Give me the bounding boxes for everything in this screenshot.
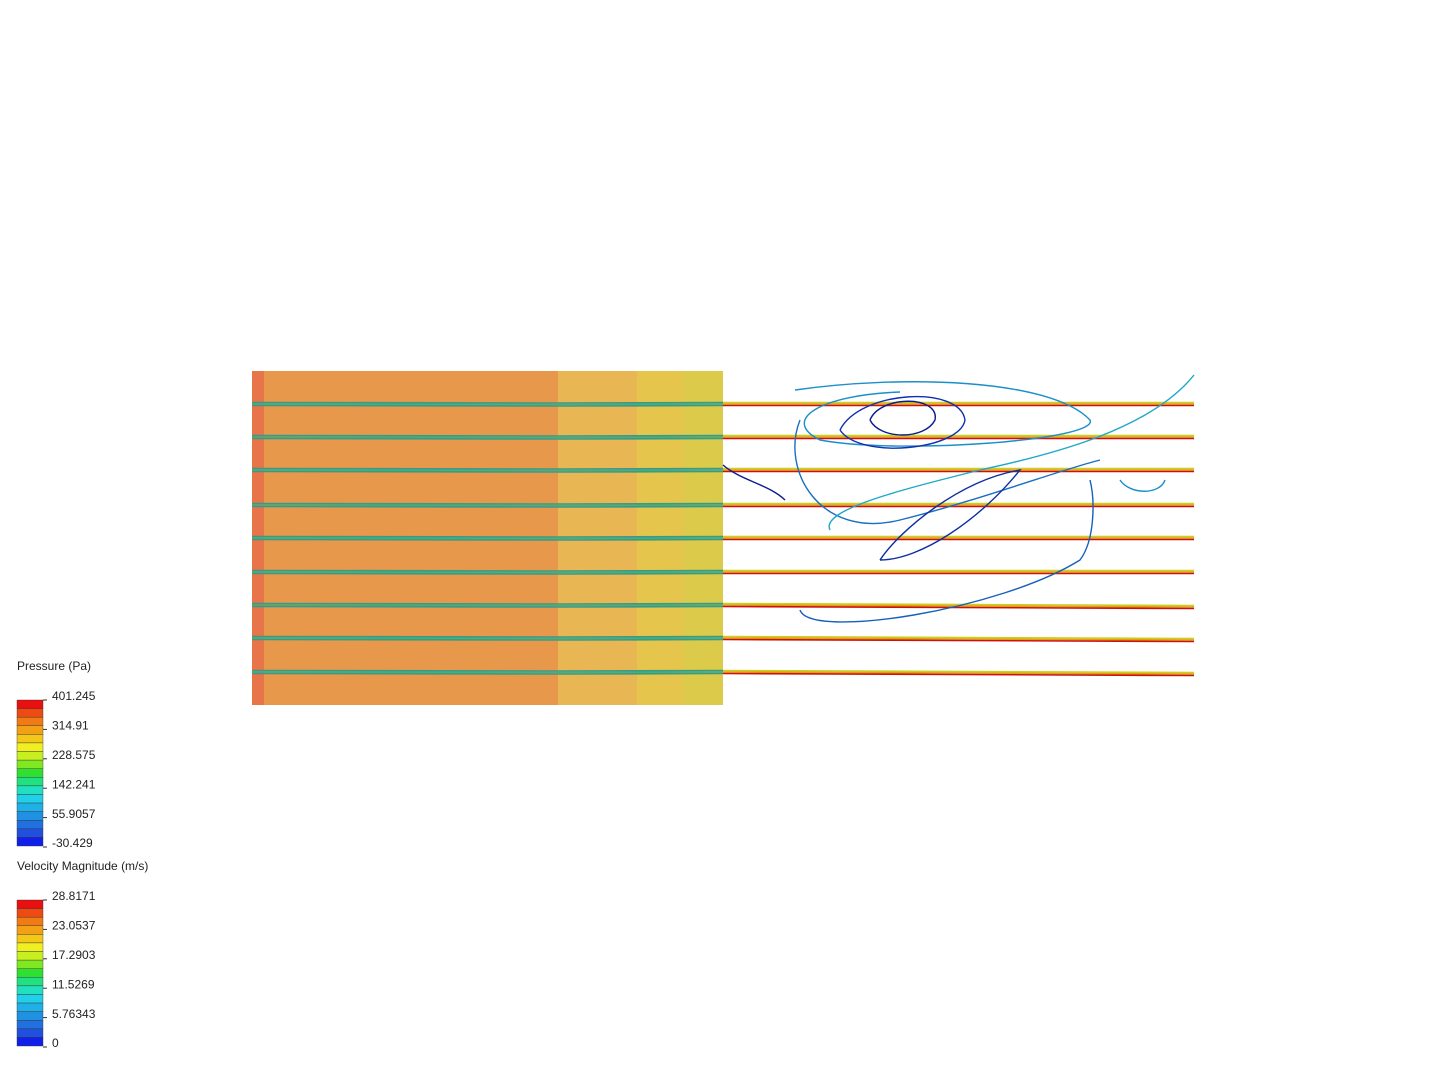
legend-tick-label: 5.76343 bbox=[52, 1007, 96, 1021]
color-band bbox=[16, 977, 44, 987]
color-band bbox=[16, 985, 44, 995]
legend-tick-label: 401.245 bbox=[52, 689, 96, 703]
streamline bbox=[251, 538, 724, 541]
legend-tick-label: 142.241 bbox=[52, 777, 96, 791]
color-band bbox=[16, 751, 44, 761]
color-band bbox=[16, 951, 44, 961]
streamline bbox=[722, 672, 1195, 677]
vortex-lines bbox=[722, 374, 1195, 623]
legend-tick-label: 23.0537 bbox=[52, 919, 96, 933]
streamline bbox=[251, 637, 724, 640]
color-band bbox=[16, 934, 44, 944]
color-band bbox=[16, 768, 44, 778]
color-band bbox=[16, 908, 44, 918]
color-band bbox=[16, 828, 44, 838]
color-band bbox=[16, 794, 44, 804]
color-band bbox=[16, 1011, 44, 1021]
legend-tick-label: 314.91 bbox=[52, 719, 89, 733]
streamline bbox=[251, 467, 724, 470]
color-band bbox=[16, 942, 44, 952]
color-band bbox=[16, 968, 44, 978]
legend-tick-label: 0 bbox=[52, 1036, 59, 1050]
vortex-line bbox=[1119, 479, 1166, 492]
streamline bbox=[251, 572, 724, 575]
streamline bbox=[722, 605, 1195, 610]
color-band bbox=[16, 899, 44, 909]
color-band bbox=[16, 1002, 44, 1012]
streamline bbox=[251, 537, 724, 540]
vortex-line bbox=[828, 374, 1195, 531]
vortex-line bbox=[794, 381, 1091, 447]
color-band bbox=[16, 759, 44, 769]
streamline bbox=[251, 535, 724, 538]
streamline bbox=[251, 502, 724, 505]
streamline bbox=[722, 638, 1195, 643]
streamline bbox=[251, 669, 724, 672]
color-band bbox=[16, 1028, 44, 1038]
streamline bbox=[251, 437, 724, 440]
streamline bbox=[251, 504, 724, 507]
vortex-line bbox=[869, 400, 936, 436]
vortex-line bbox=[839, 395, 966, 449]
streamline bbox=[251, 604, 724, 607]
color-band bbox=[16, 708, 44, 718]
color-band bbox=[16, 742, 44, 752]
streamline bbox=[251, 602, 724, 605]
streamline bbox=[251, 605, 724, 608]
legend-tick-label: 55.9057 bbox=[52, 807, 96, 821]
color-band bbox=[16, 916, 44, 926]
legend-tick-label: 11.5269 bbox=[52, 977, 95, 991]
streamline bbox=[251, 638, 724, 641]
streamline bbox=[251, 635, 724, 638]
legend-title: Velocity Magnitude (m/s) bbox=[17, 859, 148, 873]
color-band bbox=[16, 811, 44, 821]
color-band bbox=[16, 802, 44, 812]
color-band bbox=[16, 716, 44, 726]
streamline bbox=[251, 470, 724, 473]
legends: Pressure (Pa) 401.245 314.91 228.575 142.241… bbox=[16, 659, 148, 1050]
legend-tick-label: 17.2903 bbox=[52, 948, 96, 962]
streamlines bbox=[251, 401, 1195, 677]
color-band bbox=[16, 994, 44, 1004]
color-band bbox=[16, 837, 44, 847]
streamline bbox=[251, 401, 724, 404]
color-band bbox=[16, 785, 44, 795]
streamline bbox=[251, 672, 724, 675]
legend-title: Pressure (Pa) bbox=[17, 659, 91, 673]
streamline bbox=[722, 669, 1195, 674]
color-band bbox=[16, 1037, 44, 1047]
vortex-line bbox=[799, 479, 1094, 623]
streamline bbox=[251, 434, 724, 437]
legend-tick-label: -30.429 bbox=[52, 836, 93, 850]
streamline bbox=[251, 436, 724, 439]
vortex-line bbox=[722, 464, 786, 501]
color-band bbox=[16, 820, 44, 830]
streamline bbox=[722, 637, 1195, 641]
vortex-line bbox=[794, 419, 1101, 525]
color-band bbox=[16, 699, 44, 709]
color-band bbox=[16, 925, 44, 935]
streamline bbox=[251, 671, 724, 674]
streamline bbox=[251, 404, 724, 407]
streamline bbox=[722, 671, 1195, 675]
streamline bbox=[251, 505, 724, 508]
streamline bbox=[722, 602, 1195, 607]
streamline bbox=[251, 569, 724, 572]
streamline bbox=[251, 403, 724, 406]
color-band bbox=[16, 1020, 44, 1030]
color-band bbox=[16, 777, 44, 787]
color-band bbox=[16, 725, 44, 735]
legend-tick-label: 28.8171 bbox=[52, 889, 96, 903]
streamline bbox=[722, 635, 1195, 640]
vortex-line bbox=[879, 469, 1022, 561]
streamline bbox=[251, 571, 724, 574]
streamline bbox=[251, 469, 724, 472]
color-band bbox=[16, 734, 44, 744]
color-band bbox=[16, 959, 44, 969]
legend-tick-label: 228.575 bbox=[52, 748, 96, 762]
